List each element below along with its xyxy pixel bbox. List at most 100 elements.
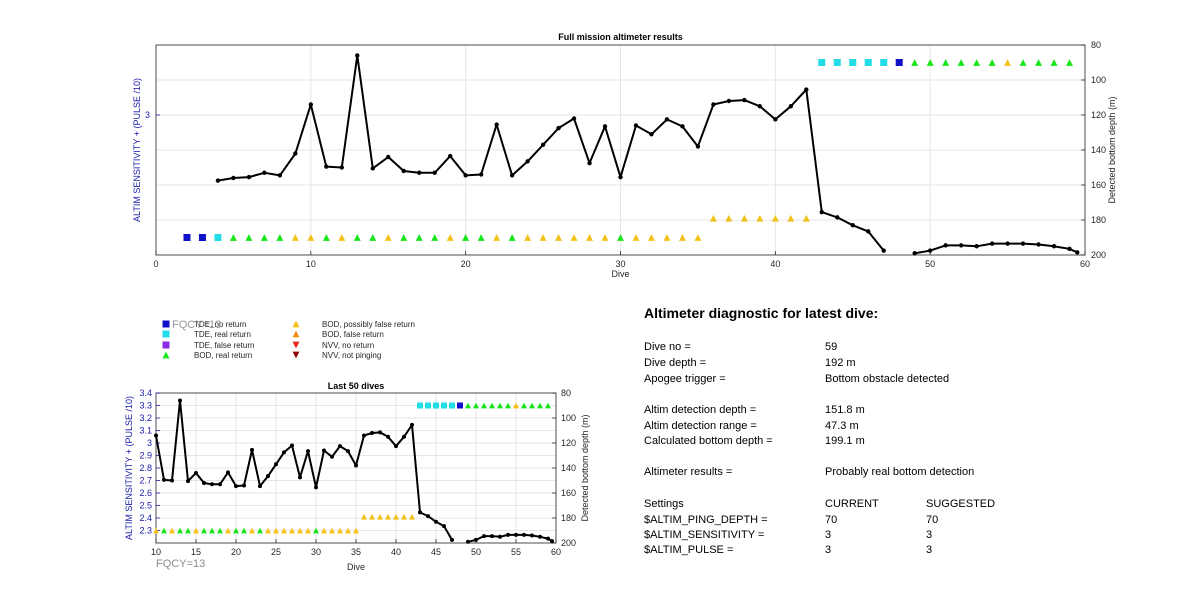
bottom-depth-point — [308, 102, 314, 107]
bottom-depth-line — [155, 399, 453, 541]
bottom-depth-point — [525, 159, 530, 164]
setting-suggested: 3 — [926, 529, 933, 541]
bottom-depth-point — [306, 449, 310, 454]
bottom-depth-point — [231, 175, 236, 181]
results-value: Probably real bottom detection — [825, 466, 975, 478]
status-marker — [462, 234, 470, 241]
status-marker — [493, 234, 501, 241]
status-marker — [249, 527, 255, 534]
bottom-depth-line — [914, 242, 1078, 255]
status-marker — [973, 59, 981, 66]
diagnostic-title: Altimeter diagnostic for latest dive: — [644, 305, 879, 321]
status-marker — [307, 234, 315, 241]
legend-marker — [292, 341, 300, 349]
bottom-depth-point — [370, 166, 375, 171]
alt-range-label: Altim detection range = — [644, 420, 757, 432]
status-marker — [740, 214, 748, 222]
bottom-depth-point — [262, 170, 267, 175]
bottom-depth-point — [298, 475, 302, 480]
x-tick-label: 60 — [551, 547, 561, 557]
setting-suggested: 70 — [926, 514, 939, 526]
status-marker — [265, 527, 271, 534]
status-marker — [521, 402, 527, 409]
status-marker — [257, 527, 263, 534]
apogee-label: Apogee trigger = — [644, 373, 726, 385]
bottom-depth-point — [178, 398, 182, 403]
status-marker — [694, 234, 702, 241]
status-marker — [537, 402, 543, 409]
status-marker — [895, 59, 903, 66]
status-marker — [663, 234, 671, 241]
bottom-depth-point — [478, 172, 484, 177]
y-right-tick-label: 80 — [561, 388, 571, 398]
status-marker — [1035, 59, 1043, 66]
bottom-depth-point — [402, 434, 406, 439]
legend-marker — [162, 351, 170, 359]
status-marker — [229, 234, 237, 241]
apogee-value: Bottom obstacle detected — [825, 373, 950, 385]
status-marker — [241, 527, 247, 534]
calc-bottom-label: Calculated bottom depth = — [644, 435, 773, 447]
bottom-depth-point — [819, 209, 824, 215]
status-marker — [524, 234, 532, 241]
legend-label: NVV, no return — [322, 341, 374, 350]
legend-marker — [162, 341, 170, 349]
x-tick-label: 30 — [615, 259, 625, 269]
legend-marker — [292, 330, 300, 338]
status-marker — [281, 527, 287, 534]
status-marker — [508, 234, 516, 241]
status-marker — [457, 402, 463, 409]
status-marker — [926, 59, 934, 66]
bottom-depth-point — [466, 539, 470, 544]
bottom-depth-point — [695, 144, 701, 149]
y-left-tick-label: 3.3 — [139, 401, 152, 411]
bottom-depth-point — [1075, 250, 1080, 255]
bottom-depth-point — [742, 97, 747, 103]
status-marker — [678, 234, 686, 241]
y-right-tick-label: 120 — [1091, 110, 1106, 120]
bottom-depth-point — [394, 444, 398, 449]
y-right-tick-label: 80 — [1091, 40, 1101, 50]
status-marker — [465, 402, 471, 409]
y-left-tick-label: 3.4 — [139, 388, 152, 398]
y-left-tick-label: 3 — [145, 110, 150, 120]
status-marker — [177, 527, 183, 534]
bottom-depth-point — [514, 532, 518, 537]
status-marker — [169, 527, 175, 534]
bottom-depth-point — [170, 478, 174, 483]
legend-label: BOD, possibly false return — [322, 320, 415, 329]
y-right-axis-label: Detected bottom depth (m) — [580, 414, 590, 521]
bottom-depth-point — [550, 539, 554, 544]
status-marker — [305, 527, 311, 534]
bottom-depth-point — [618, 174, 623, 180]
bottom-depth-point — [498, 534, 502, 539]
bottom-depth-point — [338, 444, 342, 449]
y-right-tick-label: 100 — [561, 413, 576, 423]
bottom-depth-point — [418, 510, 422, 515]
status-marker — [449, 402, 455, 409]
status-marker — [477, 234, 485, 241]
bottom-depth-point — [530, 533, 534, 538]
bottom-depth-point — [346, 449, 350, 454]
status-marker — [377, 513, 383, 520]
status-marker — [586, 234, 594, 241]
bottom-depth-point — [322, 448, 326, 453]
bottom-depth-point — [218, 482, 222, 487]
status-marker — [505, 402, 511, 409]
bottom-depth-point — [866, 229, 871, 234]
x-tick-label: 40 — [770, 259, 780, 269]
alt-range-value: 47.3 m — [825, 420, 859, 432]
status-marker — [337, 527, 343, 534]
status-marker — [513, 402, 519, 409]
status-marker — [880, 59, 888, 66]
x-axis-label: Dive — [347, 562, 365, 572]
y-left-tick-label: 2.6 — [139, 488, 152, 498]
setting-current: 3 — [825, 529, 832, 541]
bottom-depth-point — [1051, 244, 1057, 249]
bottom-depth-point — [494, 122, 499, 127]
status-marker — [647, 234, 655, 241]
status-marker — [329, 527, 335, 534]
bottom-depth-point — [773, 117, 778, 122]
status-marker — [233, 527, 239, 534]
status-marker — [555, 234, 563, 241]
